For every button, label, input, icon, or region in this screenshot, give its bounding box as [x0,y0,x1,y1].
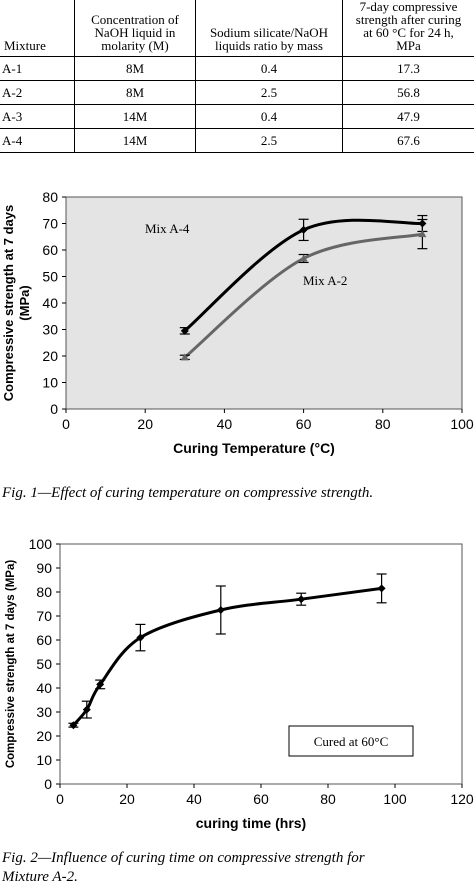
data-point [299,254,308,262]
header-line: molarity (M) [101,38,169,53]
data-point [377,584,386,593]
cell-ratio: 2.5 [195,128,343,153]
x-tick-label: 60 [253,791,269,807]
cell-ratio: 2.5 [195,80,343,105]
y-tick-label: 10 [42,375,58,391]
table-row: A-1 8M 0.4 17.3 [0,56,474,81]
cell-concentration: 8M [74,56,196,81]
col-header-mixture: Mixture [0,0,75,57]
cell-strength: 47.9 [342,104,474,129]
data-point [180,353,189,361]
cell-concentration: 14M [74,128,196,153]
x-tick-label: 80 [320,791,336,807]
y-tick-label: 20 [42,348,58,364]
x-tick-label: 40 [186,791,202,807]
cell-mixture: A-1 [0,56,75,81]
fig1-chart: 0 10 20 30 40 50 60 70 80 0 20 40 60 80 100 Curing Temp… [1,189,474,456]
cell-concentration: 14M [74,104,196,129]
col-header-ratio: Sodium silicate/NaOH liquids ratio by mas… [195,0,343,57]
y-axis-label: Compressive strength at 7 days [1,205,16,402]
data-point [418,230,427,238]
table-row: A-2 8M 2.5 56.8 [0,80,474,105]
x-tick-label: 20 [119,791,135,807]
data-point [299,225,308,234]
x-axis-label: Curing Temperature (°C) [173,440,335,456]
header-line: 7-day compressive [359,0,458,14]
cell-mixture: A-3 [0,104,75,129]
y-tick-label: 60 [42,242,58,258]
y-axis-label: (MPa) [17,285,32,320]
header-line: at 60 °C for 24 h, [363,25,454,40]
data-point [297,595,306,604]
y-tick-label: 60 [36,632,52,648]
fig2-caption-line2: Mixture A-2. [2,869,78,885]
col-header-strength: 7-day compressive strength after curing at… [342,0,474,57]
y-tick-label: 50 [36,656,52,672]
fig1-caption: Fig. 1—Effect of curing temperature on c… [2,485,374,501]
mixture-table-container: Mixture Concentration of NaOH liquid in mo… [0,0,474,153]
col-header-concentration: Concentration of NaOH liquid in molarity (… [74,0,196,57]
x-tick-label: 80 [375,416,391,432]
cell-concentration: 8M [74,80,196,105]
series-label: Mix A-2 [303,273,347,288]
y-tick-label: 40 [36,680,52,696]
table-row: A-4 14M 2.5 67.6 [0,128,474,153]
cell-ratio: 0.4 [195,104,343,129]
x-tick-label: 20 [137,416,153,432]
x-tick-label: 60 [296,416,312,432]
cell-mixture: A-4 [0,128,75,153]
cell-ratio: 0.4 [195,56,343,81]
data-point [180,326,189,335]
y-tick-label: 80 [42,189,58,205]
y-tick-label: 20 [36,728,52,744]
header-line: Mixture [4,38,46,53]
plot-area [65,196,463,410]
x-tick-label: 0 [62,416,70,432]
header-line: strength after curing [355,12,462,27]
header-line: Concentration of [91,12,179,27]
cell-strength: 67.6 [342,128,474,153]
y-tick-label: 0 [44,776,52,792]
header-line: MPa [396,38,421,53]
cell-mixture: A-2 [0,80,75,105]
data-point [96,680,105,689]
y-tick-label: 70 [36,608,52,624]
y-tick-label: 80 [36,584,52,600]
cell-strength: 56.8 [342,80,474,105]
table-header-row: Mixture Concentration of NaOH liquid in mo… [0,0,474,57]
series-label: Mix A-4 [145,221,190,236]
annotation-box [288,725,414,757]
x-tick-label: 100 [383,791,407,807]
y-tick-label: 100 [29,536,53,552]
header-line: liquids ratio by mass [215,38,323,53]
y-tick-label: 40 [42,295,58,311]
table-row: A-3 14M 0.4 47.9 [0,104,474,129]
x-tick-label: 0 [56,791,64,807]
header-line: NaOH liquid in [94,25,176,40]
annotation-text: Cured at 60°C [314,734,389,749]
x-tick-label: 100 [450,416,474,432]
y-tick-label: 30 [36,704,52,720]
x-tick-label: 120 [450,791,474,807]
data-point [82,705,91,714]
fig2-chart: 0 10 20 30 40 50 60 70 80 90 100 0 20 40 60 80 100 120 cur… [5,536,474,831]
y-axis-label: Compressive strength at 7 days (MPa) [5,560,17,769]
x-axis-label: curing time (hrs) [196,815,306,831]
y-tick-label: 90 [36,560,52,576]
y-tick-label: 10 [36,752,52,768]
x-tick-label: 40 [217,416,233,432]
data-point [216,606,225,614]
cell-strength: 17.3 [342,56,474,81]
header-line: Sodium silicate/NaOH [209,25,329,40]
fig2-caption-line1: Fig. 2—Influence of curing time on compr… [2,850,365,866]
y-tick-label: 50 [42,269,58,285]
data-point [136,633,145,642]
data-point [69,721,78,730]
y-tick-label: 30 [42,322,58,338]
mixture-table: Mixture Concentration of NaOH liquid in mo… [0,0,474,153]
y-tick-label: 70 [42,216,58,232]
y-tick-label: 0 [50,401,58,417]
